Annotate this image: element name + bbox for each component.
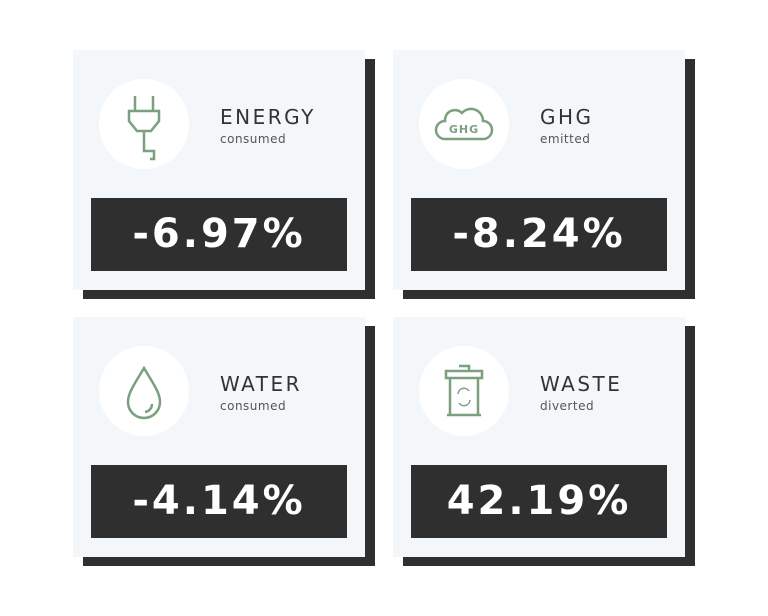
card-subtitle: emitted: [540, 132, 591, 146]
card-title: WASTE: [540, 372, 623, 396]
card-value: 42.19%: [411, 465, 667, 538]
icon: [99, 79, 189, 169]
plug-icon: [127, 96, 161, 161]
card: WASTE diverted 42.19%: [393, 317, 695, 566]
card-title: ENERGY: [220, 105, 316, 129]
card: ENERGY consumed -6.97%: [73, 50, 375, 299]
card-subtitle: consumed: [220, 132, 287, 146]
card-title: WATER: [220, 372, 303, 396]
card-subtitle: diverted: [540, 399, 595, 413]
card: WATER consumed -4.14%: [73, 317, 375, 566]
bin-icon: [444, 364, 484, 417]
card: GHG GHG emitted -8.24%: [393, 50, 695, 299]
card-value: -8.24%: [411, 198, 667, 271]
icon: [419, 346, 509, 436]
drop-icon: [126, 365, 162, 420]
icon: [99, 346, 189, 436]
card-value: -6.97%: [91, 198, 347, 271]
card-value: -4.14%: [91, 465, 347, 538]
icon: GHG: [419, 79, 509, 169]
icon-label: GHG: [449, 123, 479, 136]
card-subtitle: consumed: [220, 399, 287, 413]
cloud-icon: GHG: [434, 107, 494, 141]
card-title: GHG: [540, 105, 594, 129]
